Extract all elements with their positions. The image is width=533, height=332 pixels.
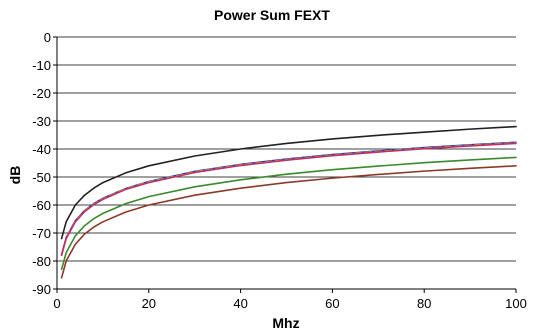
y-tick-label-3: -30 [32, 114, 51, 129]
series-line-6 [60, 165, 517, 279]
series-line-5 [60, 156, 517, 271]
axes-layer [56, 37, 516, 290]
x-tick-label-2: 40 [233, 296, 247, 311]
chart-title: Power Sum FEXT [214, 7, 330, 23]
series-layer [60, 125, 517, 279]
y-tick-label-6: -60 [32, 198, 51, 213]
x-tick-label-3: 60 [325, 296, 339, 311]
y-tick-label-8: -80 [32, 254, 51, 269]
y-tick-label-4: -40 [32, 142, 51, 157]
y-tick-label-1: -10 [32, 58, 51, 73]
y-axis-label: dB [7, 166, 23, 185]
y-tick-label-2: -20 [32, 86, 51, 101]
series-line-4 [60, 142, 517, 257]
tick-layer: 0-10-20-30-40-50-60-70-80-900 20 40 60 80 100 [32, 30, 527, 311]
y-tick-label-9: -90 [32, 282, 51, 297]
x-tick-label-5: 100 [505, 296, 527, 311]
grid-layer [57, 36, 516, 262]
y-tick-label-7: -70 [32, 226, 51, 241]
x-tick-label-0: 0 [53, 296, 60, 311]
y-tick-label-0: 0 [44, 30, 51, 45]
x-tick-label-4: 80 [417, 296, 431, 311]
x-axis-label: Mhz [272, 315, 299, 331]
series-line-1 [60, 125, 517, 240]
x-tick-label-1: 20 [142, 296, 156, 311]
y-tick-label-5: -50 [32, 170, 51, 185]
